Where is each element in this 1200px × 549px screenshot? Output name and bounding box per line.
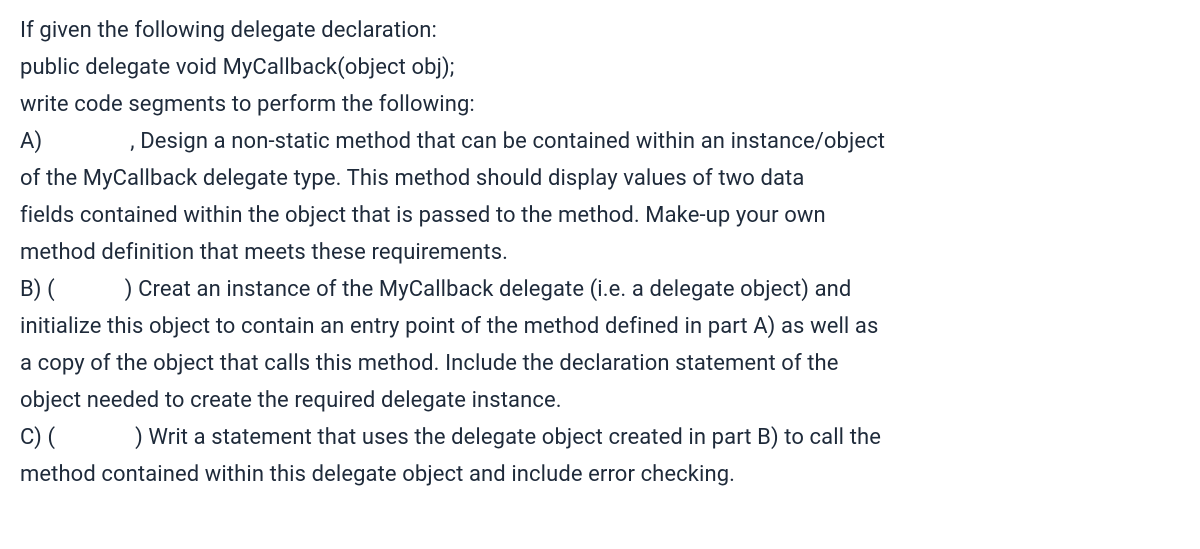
part-a-line-4: method definition that meets these requi… (20, 234, 1180, 271)
part-a-label: A) (20, 129, 42, 154)
part-c-line-2: method contained within this delegate ob… (20, 456, 1180, 493)
part-a-line-1: A) , Design a non-static method that can … (20, 123, 1180, 160)
part-c-text-1: ) Writ a statement that uses the delegat… (135, 425, 881, 450)
part-b-line-1: B) ( ) Creat an instance of the MyCallbac… (20, 271, 1180, 308)
part-b-line-4: object needed to create the required del… (20, 382, 1180, 419)
question-line-2: public delegate void MyCallback(object o… (20, 49, 1180, 86)
part-b-line-3: a copy of the object that calls this met… (20, 345, 1180, 382)
part-c-label: C) ( (20, 425, 55, 450)
part-c-line-1: C) ( ) Writ a statement that uses the del… (20, 419, 1180, 456)
question-line-3: write code segments to perform the follo… (20, 86, 1180, 123)
part-a-line-2: of the MyCallback delegate type. This me… (20, 160, 1180, 197)
part-a-line-3: fields contained within the object that … (20, 197, 1180, 234)
part-b-text-1: ) Creat an instance of the MyCallback de… (125, 277, 852, 302)
part-b-line-2: initialize this object to contain an ent… (20, 308, 1180, 345)
part-a-text-1: , Design a non-static method that can be… (130, 129, 885, 154)
part-b-label: B) ( (20, 277, 55, 302)
question-line-1: If given the following delegate declarat… (20, 12, 1180, 49)
